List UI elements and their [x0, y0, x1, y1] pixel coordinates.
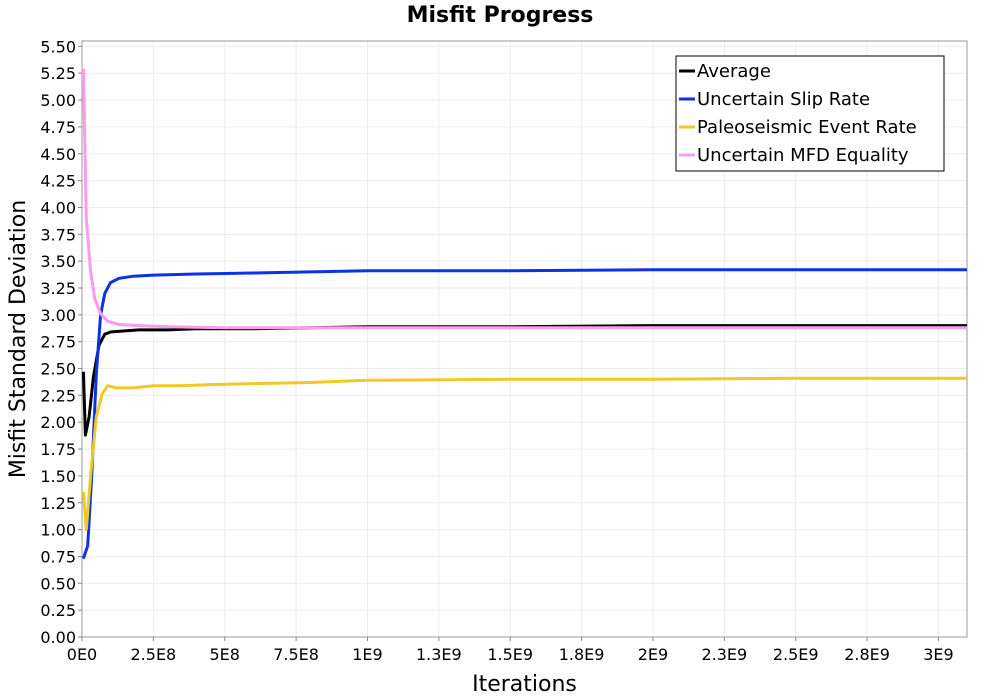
- x-tick-label: 2.5E9: [773, 645, 819, 664]
- y-tick-label: 3.25: [40, 279, 76, 298]
- x-axis: 0E0 2.5E8 5E8 7.5E8 1E9 1.3E9 1.5E9 1.8E9 2E9 2.3…: [67, 637, 954, 664]
- x-tick-label: 7.5E8: [273, 645, 319, 664]
- y-tick-label: 5.50: [40, 37, 76, 56]
- y-tick-label: 2.50: [40, 360, 76, 379]
- legend-label: Paleoseismic Event Rate: [697, 117, 917, 138]
- legend: Average Uncertain Slip Rate Paleoseismic E…: [675, 55, 945, 172]
- y-tick-label: 0.50: [40, 574, 76, 593]
- x-tick-label: 1.8E9: [559, 645, 605, 664]
- x-tick-label: 2E9: [638, 645, 668, 664]
- y-tick-label: 2.75: [40, 333, 76, 352]
- series-line-2: [81, 268, 967, 560]
- y-tick-label: 5.25: [40, 64, 76, 83]
- y-tick-label: 4.00: [40, 198, 76, 217]
- legend-box: [675, 55, 945, 172]
- x-tick-label: 0E0: [67, 645, 97, 664]
- y-tick-label: 0.75: [40, 547, 76, 566]
- y-tick-label: 4.75: [40, 118, 76, 137]
- x-tick-label: 1.3E9: [416, 645, 462, 664]
- y-tick-label: 0.25: [40, 601, 76, 620]
- legend-label: Uncertain Slip Rate: [697, 89, 870, 110]
- y-axis: 0.00 0.25 0.50 0.75 1.00 1.25 1.50 1.75 2.00 2.25…: [40, 37, 82, 647]
- y-tick-label: 5.00: [40, 91, 76, 110]
- series-line-4: [81, 68, 967, 330]
- x-tick-label: 5E8: [210, 645, 240, 664]
- y-tick-label: 3.75: [40, 225, 76, 244]
- y-tick-label: 1.75: [40, 440, 76, 459]
- legend-label: Uncertain MFD Equality: [697, 145, 909, 166]
- y-tick-label: 1.25: [40, 494, 76, 513]
- x-axis-title: Iterations: [472, 672, 577, 697]
- series-lines: [81, 68, 967, 560]
- y-tick-label: 3.00: [40, 306, 76, 325]
- series-line-3: [81, 376, 967, 532]
- chart-title: Misfit Progress: [406, 3, 594, 28]
- x-tick-label: 3E9: [923, 645, 953, 664]
- x-tick-label: 2.3E9: [701, 645, 747, 664]
- plot-area: [81, 40, 968, 638]
- y-tick-label: 0.00: [40, 628, 76, 647]
- y-tick-label: 3.50: [40, 252, 76, 271]
- y-tick-label: 1.50: [40, 467, 76, 486]
- y-tick-label: 2.00: [40, 413, 76, 432]
- y-tick-label: 2.25: [40, 386, 76, 405]
- legend-label: Average: [697, 61, 771, 82]
- x-tick-label: 1.5E9: [487, 645, 533, 664]
- x-tick-label: 2.5E8: [131, 645, 177, 664]
- x-tick-label: 2.8E9: [844, 645, 890, 664]
- y-tick-label: 4.50: [40, 145, 76, 164]
- y-tick-label: 1.00: [40, 521, 76, 540]
- x-tick-label: 1E9: [352, 645, 382, 664]
- y-tick-label: 4.25: [40, 172, 76, 191]
- y-axis-title: Misfit Standard Deviation: [6, 200, 31, 478]
